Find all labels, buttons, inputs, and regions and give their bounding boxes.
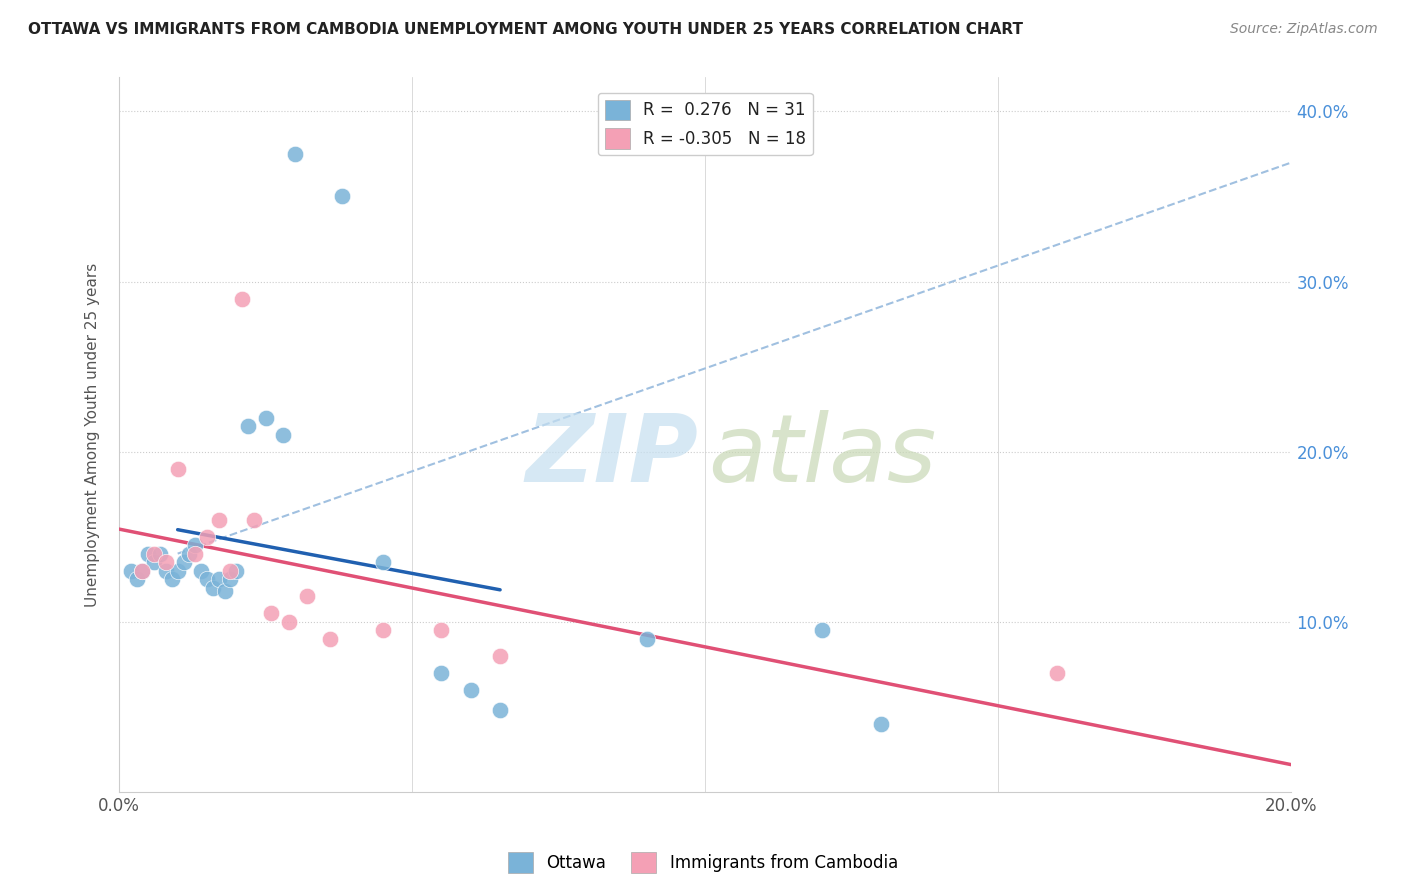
Point	[1046, 665, 1069, 680]
Point	[214, 584, 236, 599]
Point	[149, 547, 172, 561]
Text: atlas: atlas	[709, 410, 936, 501]
Point	[179, 547, 201, 561]
Point	[295, 589, 318, 603]
Point	[190, 564, 212, 578]
Point	[371, 555, 394, 569]
Text: ZIP: ZIP	[524, 410, 697, 502]
Point	[143, 547, 166, 561]
Point	[870, 716, 893, 731]
Point	[125, 572, 148, 586]
Point	[489, 648, 512, 663]
Point	[430, 665, 453, 680]
Text: Source: ZipAtlas.com: Source: ZipAtlas.com	[1230, 22, 1378, 37]
Point	[260, 606, 283, 620]
Point	[430, 623, 453, 637]
Text: OTTAWA VS IMMIGRANTS FROM CAMBODIA UNEMPLOYMENT AMONG YOUTH UNDER 25 YEARS CORRE: OTTAWA VS IMMIGRANTS FROM CAMBODIA UNEMP…	[28, 22, 1024, 37]
Point	[173, 555, 195, 569]
Point	[225, 564, 247, 578]
Point	[231, 292, 253, 306]
Point	[201, 581, 224, 595]
Point	[243, 513, 266, 527]
Point	[120, 564, 142, 578]
Legend: R =  0.276   N = 31, R = -0.305   N = 18: R = 0.276 N = 31, R = -0.305 N = 18	[598, 93, 813, 155]
Point	[131, 564, 153, 578]
Point	[166, 461, 188, 475]
Point	[319, 632, 342, 646]
Point	[184, 547, 207, 561]
Point	[184, 538, 207, 552]
Point	[143, 555, 166, 569]
Point	[131, 564, 153, 578]
Point	[271, 427, 294, 442]
Point	[155, 564, 177, 578]
Point	[208, 572, 231, 586]
Point	[284, 147, 307, 161]
Point	[636, 632, 658, 646]
Point	[278, 615, 301, 629]
Point	[254, 410, 277, 425]
Point	[371, 623, 394, 637]
Point	[460, 682, 482, 697]
Y-axis label: Unemployment Among Youth under 25 years: Unemployment Among Youth under 25 years	[86, 262, 100, 607]
Point	[138, 547, 160, 561]
Point	[166, 564, 188, 578]
Point	[811, 623, 834, 637]
Point	[195, 530, 218, 544]
Point	[236, 419, 259, 434]
Point	[155, 555, 177, 569]
Point	[160, 572, 183, 586]
Point	[195, 572, 218, 586]
Point	[330, 189, 353, 203]
Legend: Ottawa, Immigrants from Cambodia: Ottawa, Immigrants from Cambodia	[502, 846, 904, 880]
Point	[219, 572, 242, 586]
Point	[489, 703, 512, 717]
Point	[219, 564, 242, 578]
Point	[208, 513, 231, 527]
